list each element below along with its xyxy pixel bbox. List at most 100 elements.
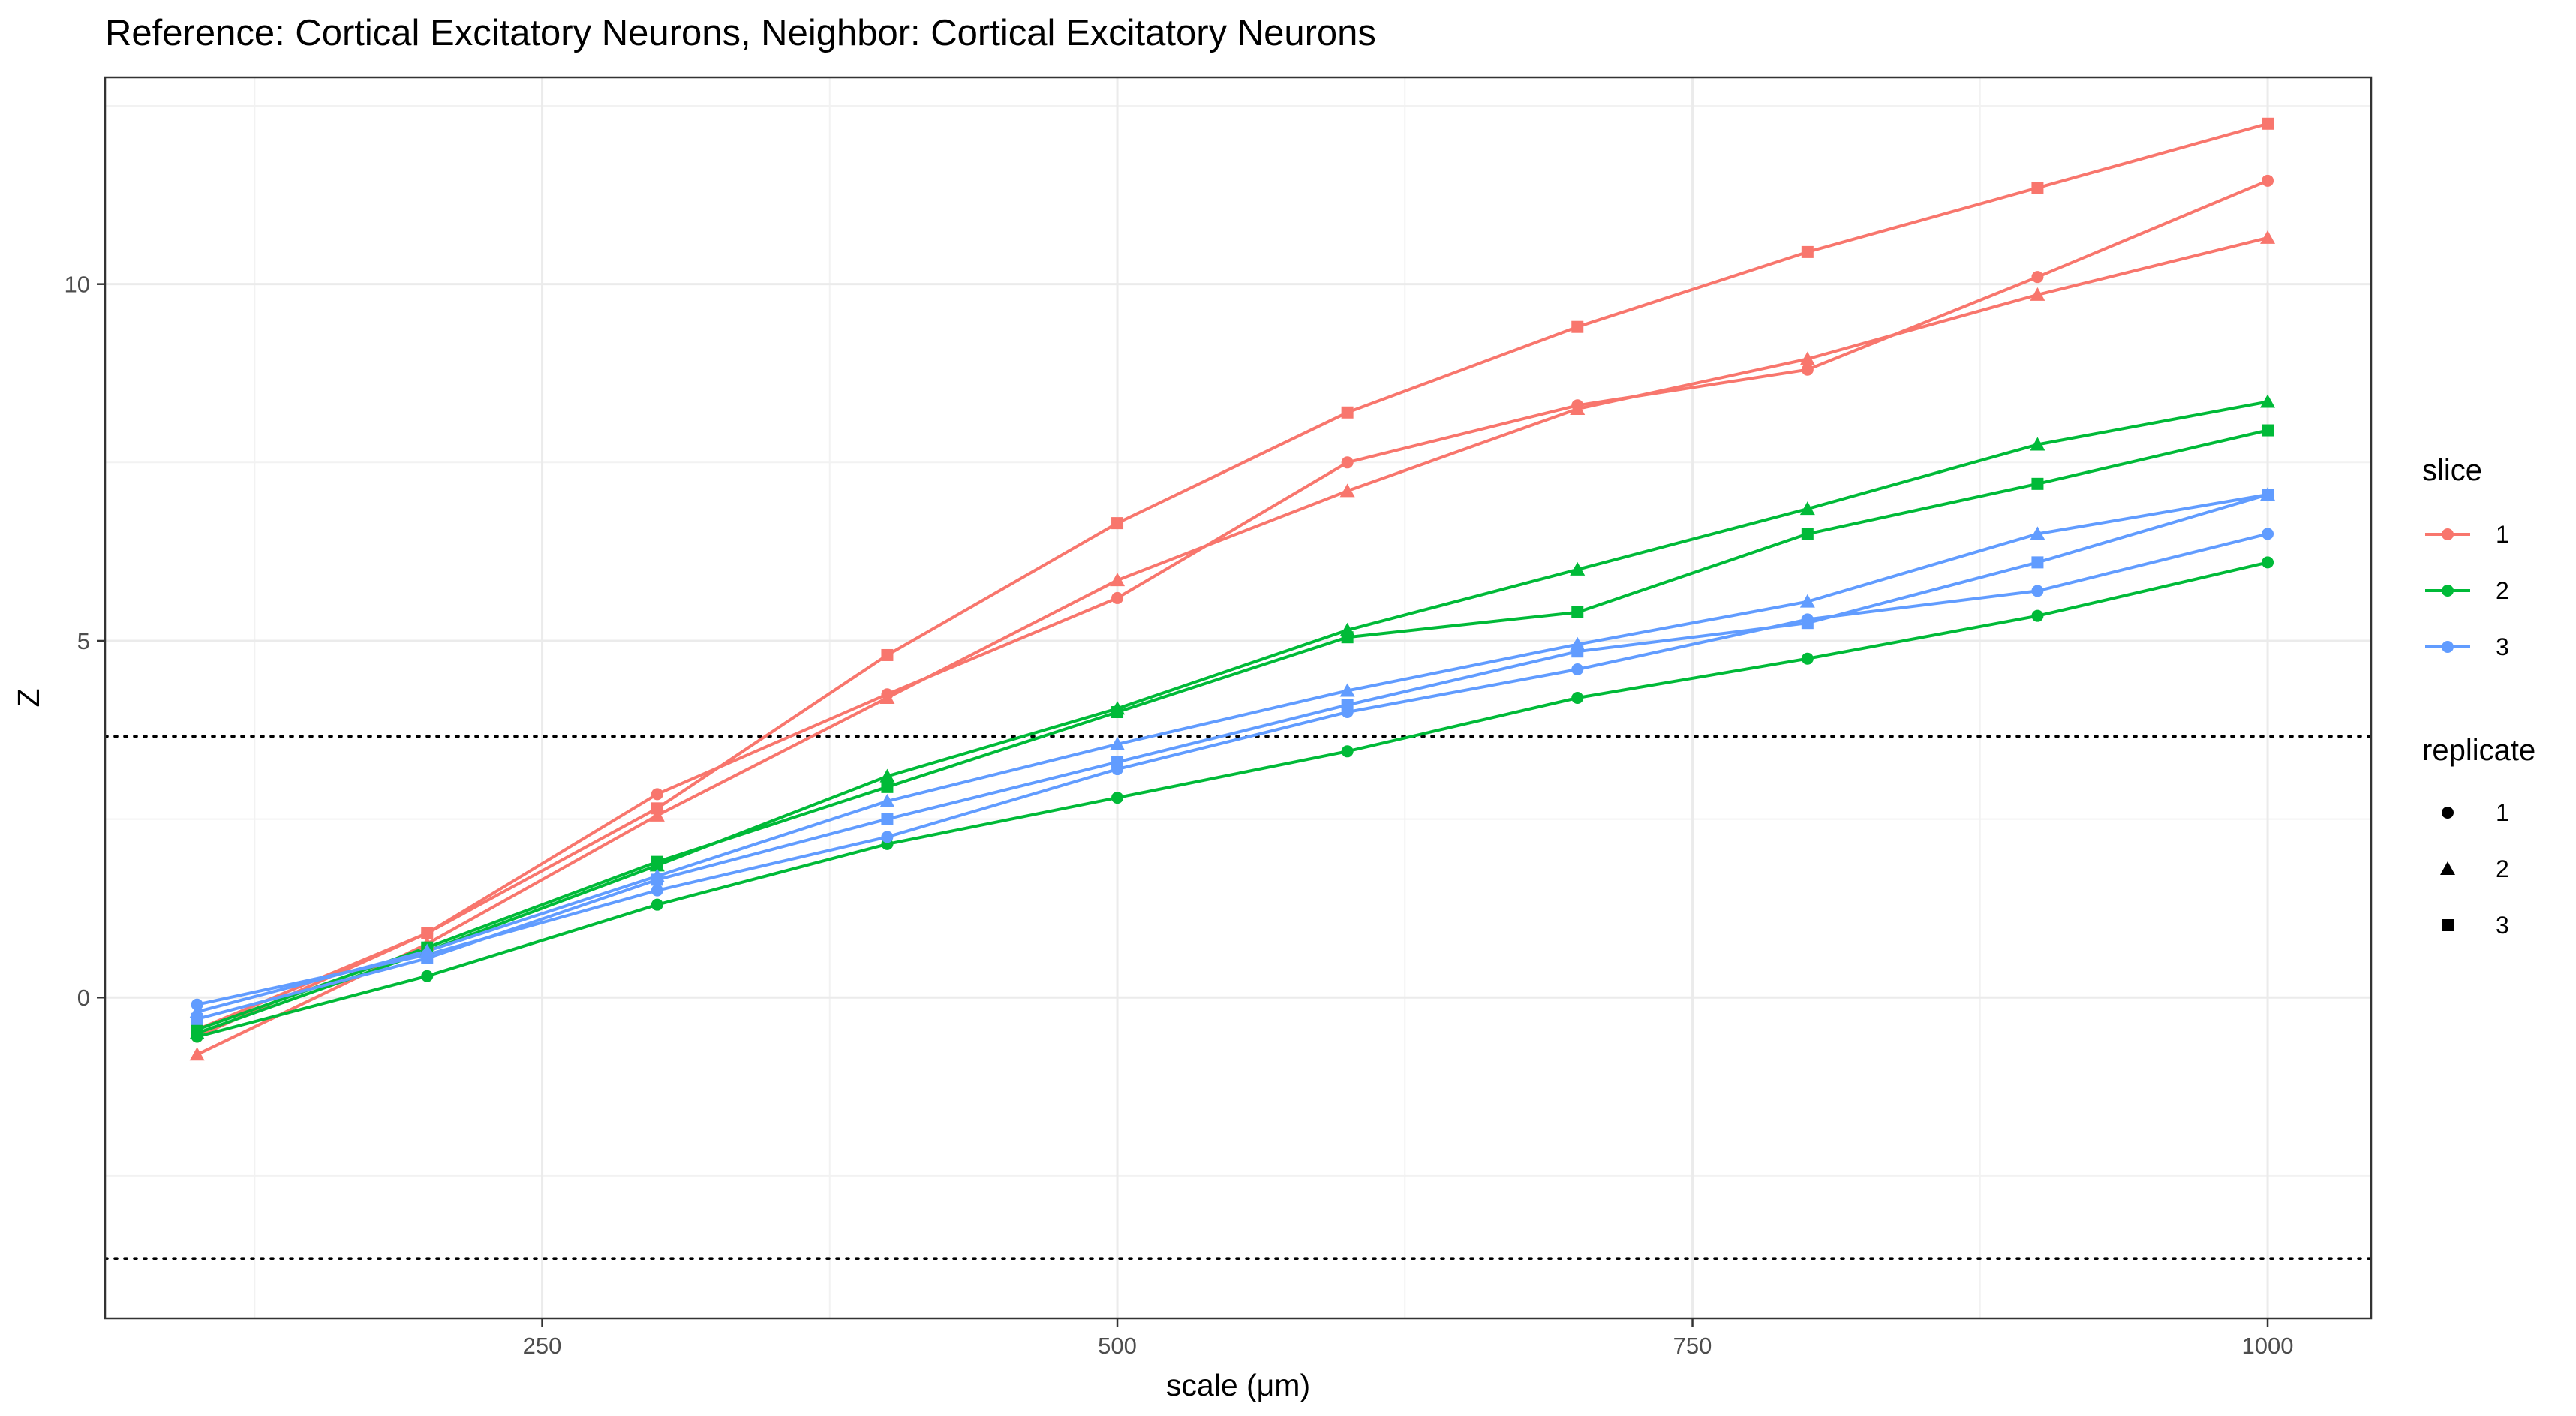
data-point-slice-2-rep-3 [2031, 477, 2044, 490]
data-point-slice-1-rep-3 [1111, 517, 1124, 530]
data-point-slice-2-rep-3 [651, 855, 663, 868]
data-point-slice-3-rep-1 [881, 831, 894, 843]
legend: slice replicate 1 2 3 1 2 3 [2422, 454, 2535, 939]
data-point-slice-2-rep-1 [2031, 609, 2044, 622]
data-point-slice-2-rep-1 [421, 970, 434, 982]
data-point-slice-3-rep-3 [651, 873, 663, 886]
x-tick-label: 1000 [2242, 1333, 2294, 1359]
data-point-slice-2-rep-3 [1801, 528, 1814, 540]
series-line-slice-1-rep-2 [196, 236, 2268, 1057]
data-point-slice-2-rep-3 [2262, 424, 2274, 437]
data-point-slice-3-rep-1 [2031, 585, 2044, 597]
data-point-slice-1-rep-3 [1341, 406, 1354, 419]
data-point-slice-2-rep-3 [881, 780, 894, 793]
data-point-slice-3-rep-3 [421, 952, 434, 964]
data-point-slice-2-rep-3 [1341, 631, 1354, 644]
data-point-slice-2-rep-3 [1111, 706, 1124, 719]
data-point-slice-1-rep-2 [1570, 401, 1586, 416]
data-point-slice-1-rep-3 [2262, 117, 2274, 130]
data-point-slice-3-rep-3 [1341, 699, 1354, 711]
series-line-slice-3-rep-2 [197, 493, 2268, 1014]
data-point-slice-3-rep-2 [1339, 683, 1355, 697]
data-point-slice-2-rep-1 [651, 898, 663, 911]
data-point-slice-1-rep-3 [651, 802, 663, 815]
series-line-slice-2-rep-3 [196, 428, 2268, 1031]
y-tick-label: 0 [77, 985, 90, 1011]
legend-slice-key-point [2442, 528, 2454, 540]
data-point-slice-1-rep-3 [881, 648, 894, 661]
data-point-slice-1-rep-2 [879, 690, 895, 704]
data-point-slice-1-rep-2 [1339, 483, 1355, 498]
legend-replicate-label: 2 [2496, 855, 2509, 882]
data-point-slice-2-rep-2 [2260, 394, 2276, 408]
legend-replicate-label: 3 [2496, 912, 2509, 939]
legend-slice-title: slice [2422, 454, 2482, 487]
data-point-slice-2-rep-1 [1801, 652, 1814, 665]
reference-lines [104, 735, 2373, 1260]
data-point-slice-3-rep-2 [2030, 526, 2045, 540]
data-point-slice-3-rep-3 [1111, 756, 1124, 768]
legend-replicate-key-shape [2440, 861, 2455, 875]
plot-panel-border [104, 76, 2373, 1320]
data-point-slice-3-rep-3 [191, 1012, 203, 1025]
data-point-slice-1-rep-1 [1801, 363, 1814, 376]
data-point-slice-3-rep-3 [2031, 556, 2044, 569]
data-point-slice-1-rep-3 [421, 927, 434, 939]
data-point-slice-1-rep-3 [2031, 182, 2044, 194]
data-point-slice-3-rep-2 [1799, 594, 1815, 608]
data-point-slice-1-rep-2 [2260, 230, 2276, 244]
data-point-slice-3-rep-2 [879, 793, 895, 807]
series-line-slice-1-rep-3 [196, 122, 2268, 1031]
data-point-slice-1-rep-1 [1111, 591, 1124, 604]
data-point-slice-1-rep-1 [651, 788, 663, 801]
legend-replicate-key-shape [2442, 807, 2454, 819]
data-point-slice-3-rep-2 [1110, 736, 1126, 750]
data-point-slice-1-rep-1 [2031, 271, 2044, 284]
data-point-slice-1-rep-1 [1341, 456, 1354, 469]
data-point-slice-2-rep-2 [1570, 561, 1586, 576]
legend-slice-label: 3 [2496, 633, 2509, 660]
legend-replicate-title: replicate [2422, 734, 2535, 767]
data-point-slice-1-rep-2 [649, 807, 665, 822]
legend-slice-label: 1 [2496, 521, 2509, 548]
x-tick-label: 750 [1673, 1333, 1712, 1359]
legend-slice-key-point [2442, 585, 2454, 597]
data-point-slice-3-rep-1 [2262, 528, 2274, 540]
data-point-slice-1-rep-2 [189, 1047, 205, 1061]
series-line-slice-3-rep-1 [197, 532, 2268, 1006]
series-line-slice-2-rep-1 [197, 561, 2268, 1039]
grid [105, 77, 2371, 1318]
y-axis-title: Z [11, 688, 46, 707]
data-point-slice-2-rep-1 [2262, 556, 2274, 569]
y-tick-label: 10 [65, 272, 90, 298]
data-point-slice-1-rep-2 [2030, 287, 2045, 301]
chart-title: Reference: Cortical Excitatory Neurons, … [105, 13, 1376, 53]
data-point-slice-2-rep-2 [2030, 437, 2045, 451]
data-points [189, 117, 2276, 1061]
legend-slice-key-point [2442, 641, 2454, 653]
y-tick-label: 5 [77, 628, 90, 654]
series-lines [196, 122, 2268, 1057]
data-point-slice-3-rep-3 [1801, 617, 1814, 630]
data-point-slice-2-rep-3 [1571, 606, 1584, 618]
data-point-slice-2-rep-1 [1111, 792, 1124, 804]
data-point-slice-2-rep-1 [1341, 745, 1354, 758]
data-point-slice-3-rep-1 [651, 884, 663, 897]
series-line-slice-2-rep-2 [196, 400, 2268, 1035]
data-point-slice-1-rep-3 [1801, 245, 1814, 258]
series-line-slice-3-rep-3 [197, 493, 2268, 1021]
data-point-slice-3-rep-3 [2262, 489, 2274, 501]
data-point-slice-3-rep-1 [1571, 663, 1584, 675]
x-axis-title: scale (μm) [1166, 1368, 1310, 1402]
series-line-slice-1-rep-1 [196, 179, 2268, 1039]
legend-replicate-key-shape [2442, 919, 2454, 931]
data-point-slice-1-rep-2 [1799, 351, 1815, 365]
data-point-slice-2-rep-2 [1799, 501, 1815, 516]
data-point-slice-1-rep-2 [1110, 573, 1126, 587]
data-point-slice-1-rep-1 [2262, 174, 2274, 187]
legend-slice-label: 2 [2496, 577, 2509, 604]
data-point-slice-3-rep-3 [1571, 645, 1584, 658]
data-point-slice-2-rep-1 [1571, 692, 1584, 704]
